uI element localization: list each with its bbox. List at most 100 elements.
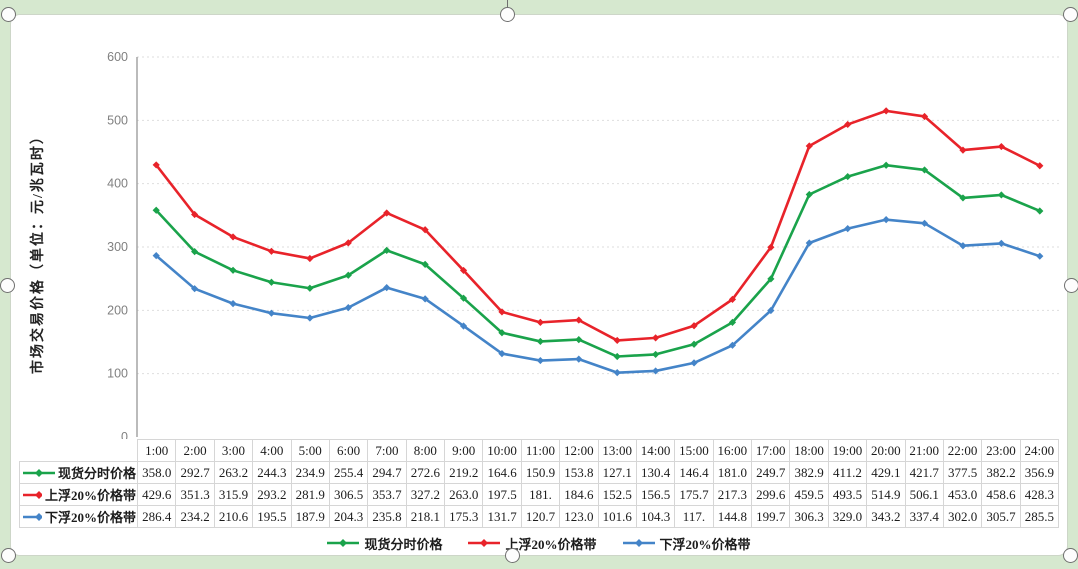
table-value-cell: 152.5 (597, 483, 637, 506)
selection-handle-bottom-right[interactable] (1063, 548, 1078, 563)
legend-item-label: 上浮20%价格带 (505, 536, 597, 552)
table-value-cell: 175.3 (443, 505, 484, 528)
table-value-cell: 421.7 (904, 461, 944, 484)
data-point-marker (575, 335, 583, 344)
data-point-marker (959, 146, 967, 154)
table-value-cell: 356.9 (1019, 461, 1060, 484)
table-time-header: 16:00 (712, 439, 753, 462)
data-point-marker (805, 142, 813, 150)
data-point-marker (459, 294, 468, 302)
table-value-cell: 272.6 (405, 461, 446, 484)
series-key-icon (23, 490, 42, 499)
y-axis-tick-label: 500 (107, 113, 128, 127)
table-value-cell: 130.4 (635, 461, 676, 484)
table-value-cell: 197.5 (482, 483, 522, 506)
table-value-cell: 101.6 (597, 505, 637, 528)
table-value-cell: 428.3 (1019, 483, 1060, 506)
data-point-marker (229, 233, 237, 241)
legend-item: 上浮20%价格带 (468, 534, 597, 553)
table-value-cell: 286.4 (136, 505, 177, 528)
table-time-header: 12:00 (559, 439, 599, 462)
table-value-cell: 294.7 (367, 461, 407, 484)
table-value-cell: 146.4 (674, 461, 714, 484)
data-point-marker (690, 359, 698, 367)
data-point-marker (1036, 252, 1044, 260)
table-value-cell: 204.3 (328, 505, 369, 528)
table-value-cell: 337.4 (904, 505, 944, 528)
selection-handle-top-right[interactable] (1063, 7, 1078, 22)
y-axis-tick-label: 0 (121, 430, 128, 439)
selection-handle-bottom-center[interactable] (505, 548, 520, 563)
table-time-header: 21:00 (904, 439, 944, 462)
data-point-marker (920, 166, 929, 174)
table-value-cell: 181.0 (712, 461, 753, 484)
legend-key-icon (327, 539, 360, 547)
table-time-header: 5:00 (290, 439, 330, 462)
table-time-header: 15:00 (674, 439, 714, 462)
table-value-cell: 187.9 (290, 505, 330, 528)
series-row-label-text: 上浮20%价格带 (44, 488, 136, 503)
data-point-marker (267, 247, 276, 255)
table-value-cell: 234.2 (175, 505, 215, 528)
table-value-cell: 131.7 (482, 505, 522, 528)
legend-key-icon (622, 539, 655, 547)
table-value-cell: 195.5 (252, 505, 292, 528)
legend-item: 现货分时价格 (327, 534, 442, 553)
table-value-cell: 244.3 (252, 461, 292, 484)
data-point-marker (920, 219, 929, 227)
table-value-cell: 263.2 (213, 461, 254, 484)
data-point-marker (767, 243, 775, 251)
data-point-marker (690, 340, 698, 348)
data-point-marker (767, 306, 775, 315)
table-value-cell: 199.7 (750, 505, 791, 528)
series-row-label: 现货分时价格 (19, 461, 138, 484)
table-time-header: 4:00 (252, 439, 292, 462)
table-value-cell: 343.2 (866, 505, 906, 528)
table-header-row: 1:00 2:00 3:00 4:00 5:00 6:00 7:00 8:00 9:00 10:0… (20, 439, 1060, 462)
table-time-header: 24:00 (1019, 439, 1060, 462)
table-value-cell: 353.7 (367, 483, 407, 506)
table-value-cell: 153.8 (559, 461, 599, 484)
data-point-marker (882, 216, 890, 224)
legend-item: 下浮20%价格带 (622, 534, 751, 553)
series-key-icon (23, 468, 55, 477)
data-point-marker (1036, 207, 1044, 215)
table-row: 下浮20%价格带 286.4 234.2 210.6 195.5 187.9 204.3 23… (19, 505, 1060, 528)
selection-handle-top-center[interactable] (500, 7, 515, 22)
table-row: 上浮20%价格带 429.6 351.3 315.9 293.2 281.9 306.5 35… (19, 483, 1060, 506)
selection-rotate-stem (507, 0, 508, 7)
table-value-cell: 382.2 (981, 461, 1021, 484)
table-time-header: 8:00 (405, 439, 446, 462)
table-value-cell: 306.5 (328, 483, 369, 506)
table-value-cell: 299.6 (750, 483, 791, 506)
table-value-cell: 358.0 (136, 461, 177, 484)
table-time-header: 7:00 (367, 439, 407, 462)
selection-handle-top-left[interactable] (1, 7, 16, 22)
data-point-marker (613, 352, 621, 361)
selection-handle-middle-left[interactable] (0, 278, 15, 293)
data-point-marker (997, 239, 1005, 247)
selection-handle-bottom-left[interactable] (1, 548, 16, 563)
table-time-header: 11:00 (520, 439, 561, 462)
table-value-cell: 377.5 (942, 461, 983, 484)
data-point-marker (882, 107, 890, 115)
chart-data-table: 1:00 2:00 3:00 4:00 5:00 6:00 7:00 8:00 9:00 10:0… (19, 439, 1060, 528)
data-point-marker (536, 318, 544, 326)
table-value-cell: 123.0 (559, 505, 599, 528)
table-value-cell: 255.4 (328, 461, 369, 484)
table-value-cell: 235.8 (367, 505, 407, 528)
data-point-marker (728, 295, 737, 303)
price-line-chart-canvas: 0 100 200 300 400 500 600 (107, 50, 1059, 439)
table-value-cell: 453.0 (942, 483, 983, 506)
table-value-cell: 150.9 (520, 461, 561, 484)
data-point-marker (383, 284, 391, 292)
table-value-cell: 117. (674, 505, 714, 528)
data-point-marker (421, 295, 429, 303)
data-point-marker (652, 350, 660, 359)
table-value-cell: 120.7 (520, 505, 561, 528)
data-point-marker (805, 190, 813, 199)
selection-handle-middle-right[interactable] (1064, 278, 1078, 293)
chart-object-card[interactable]: 市场交易价格（单位：元/兆瓦时） 0 100 200 300 400 500 600 1:0… (10, 14, 1068, 556)
data-point-marker (1036, 162, 1044, 170)
series-line-1 (154, 109, 1042, 342)
